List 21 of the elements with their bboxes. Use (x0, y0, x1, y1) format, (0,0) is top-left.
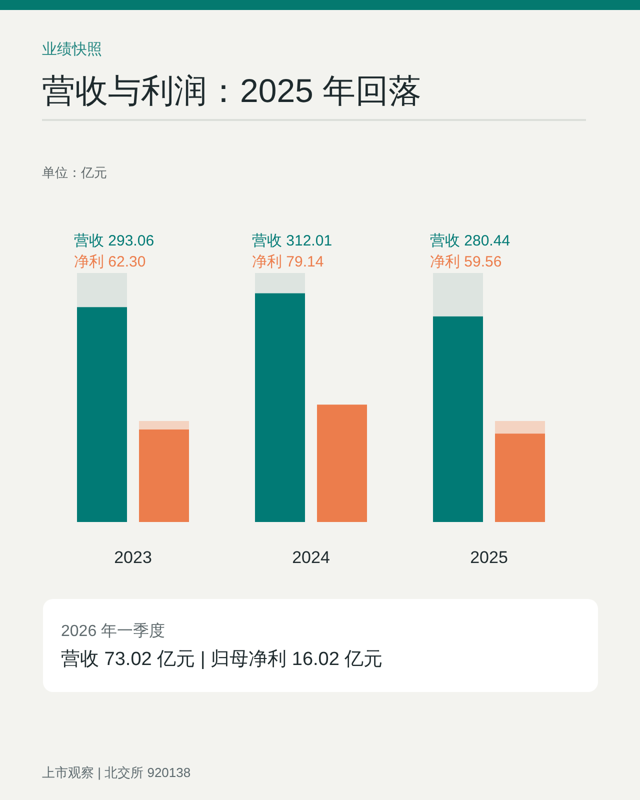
x-tick-label: 2025 (470, 548, 508, 567)
data-label: 79.14 (286, 254, 324, 270)
text: 单位：亿元 (42, 164, 107, 182)
data-label: 62.30 (108, 254, 146, 270)
text: 营收 (430, 232, 460, 250)
data-label: 293.06 (108, 232, 154, 250)
text: 净利 (430, 254, 460, 270)
data-label: 280.44 (464, 232, 510, 250)
data-label: 312.01 (286, 232, 332, 250)
text: 净利 (252, 254, 282, 270)
text: 上市观察 | 北交所 920138 (42, 764, 191, 782)
text: 营收 (74, 232, 104, 250)
chart-title: 营收与利润：2025 年回落 (42, 71, 422, 111)
x-tick-label: 2023 (114, 548, 152, 567)
text: 营收 (252, 232, 282, 250)
x-tick-label: 2024 (292, 548, 330, 567)
text: 营收 73.02 亿元 | 归母净利 16.02 亿元 (61, 648, 383, 672)
chart-subtitle: 业绩快照 (42, 40, 102, 60)
data-label: 59.56 (464, 254, 502, 270)
text: 2026 年一季度 (61, 622, 166, 642)
text: 净利 (74, 254, 104, 270)
